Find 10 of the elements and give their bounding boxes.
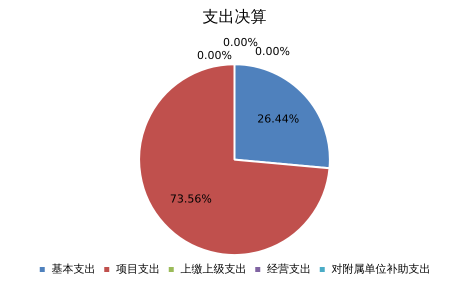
data-label: 73.56% <box>170 192 212 206</box>
text: 0.00% <box>197 49 232 62</box>
legend-label: 对附属单位补助支出 <box>331 262 430 276</box>
text: 0.00% <box>255 45 290 58</box>
legend-label: 基本支出 <box>51 262 96 276</box>
chart-title: 支出决算 <box>202 6 266 26</box>
legend-label: 上缴上级支出 <box>180 262 246 276</box>
legend-label: 项目支出 <box>116 262 160 276</box>
legend-label: 经营支出 <box>266 262 311 276</box>
data-label: 26.44% <box>257 112 300 126</box>
